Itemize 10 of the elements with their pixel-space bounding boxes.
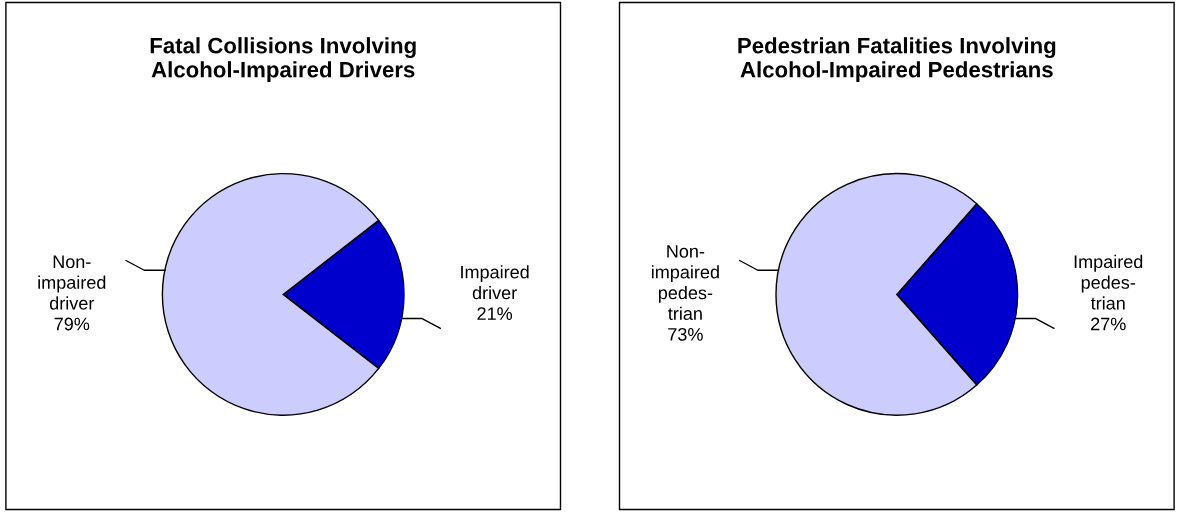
- chart-title: Fatal Collisions Involving Alcohol-Impaired Drivers: [150, 37, 416, 82]
- data-label: 27%: [1091, 317, 1126, 331]
- slice-label: Non- impaired driver: [38, 255, 106, 310]
- data-label: 79%: [54, 317, 90, 331]
- slice-label: Impaired pedes- trian: [1074, 254, 1143, 310]
- data-label: 73%: [668, 327, 703, 341]
- chart-title: Pedestrian Fatalities Involving Alcohol-Impaired Pedestrians: [738, 37, 1056, 82]
- slice-label: Impaired driver: [461, 265, 529, 300]
- slice-label: Non- impaired pedes- trian: [651, 245, 719, 320]
- data-label: 21%: [477, 307, 513, 320]
